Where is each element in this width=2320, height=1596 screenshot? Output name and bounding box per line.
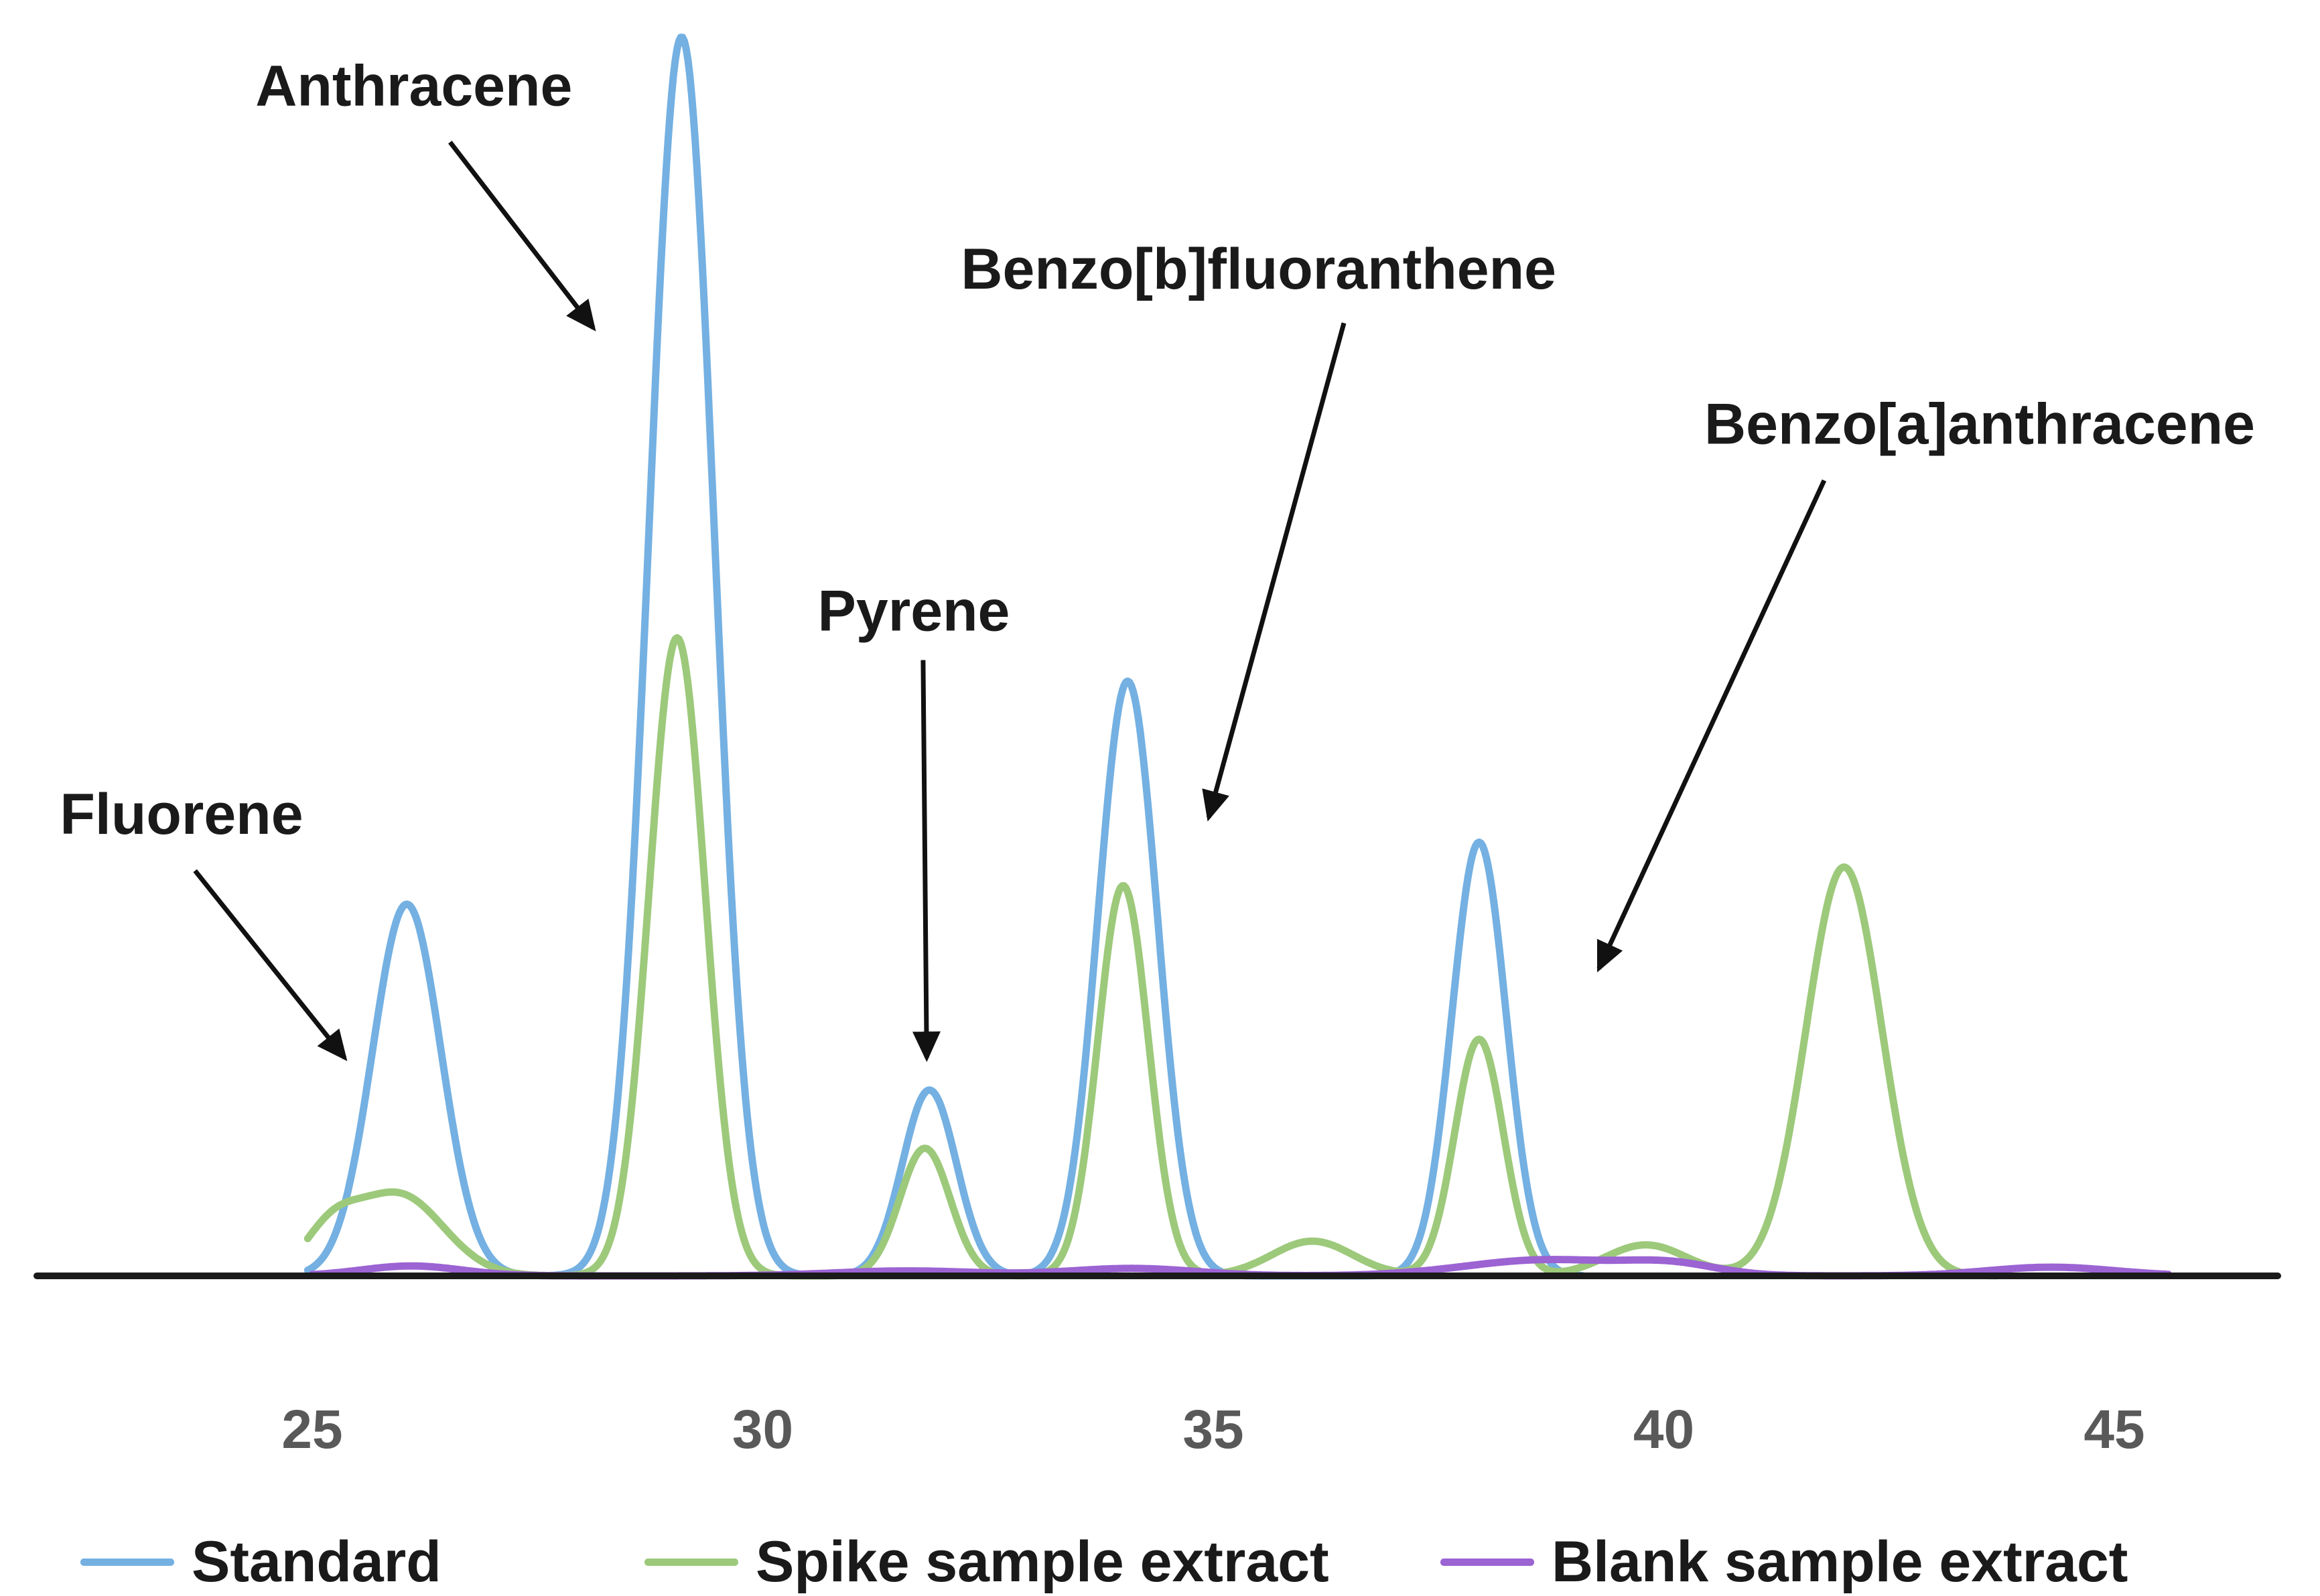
annotation-arrow-benzo-a-anthracene [1596, 479, 1827, 972]
axis-layer: 25 30 35 40 45 [33, 1273, 2281, 1460]
annotation-label-anthracene: Anthracene [255, 54, 572, 118]
annotation-label-pyrene: Pyrene [818, 579, 1010, 644]
annotation-label-benzo-a-anthracene: Benzo[a]anthracene [1704, 392, 2255, 456]
series-line-spike-sample-extract [303, 634, 2000, 1280]
x-tick-label-25: 25 [281, 1399, 342, 1460]
annotation-arrow-fluorene [193, 869, 348, 1062]
legend-item-standard: Standard [80, 1515, 441, 1596]
annotation-arrow-pyrene [912, 660, 941, 1062]
x-tick-label-40: 40 [1633, 1399, 1694, 1460]
legend: Standard Spike sample extract Blank samp… [0, 1515, 2320, 1596]
legend-swatch-spike-sample-extract [644, 1558, 738, 1566]
legend-item-spike-sample-extract: Spike sample extract [644, 1515, 1329, 1596]
series-line-standard [303, 33, 1586, 1280]
x-tick-label-30: 30 [732, 1399, 793, 1460]
annotation-label-fluorene: Fluorene [60, 782, 303, 847]
legend-swatch-blank-sample-extract [1440, 1558, 1534, 1566]
legend-label-blank-sample-extract: Blank sample extract [1552, 1529, 2128, 1594]
legend-label-spike-sample-extract: Spike sample extract [756, 1529, 1329, 1594]
x-tick-label-45: 45 [2084, 1399, 2144, 1460]
x-tick-label-35: 35 [1182, 1399, 1243, 1460]
annotation-layer: Anthracene Benzo[b]fluoranthene Benzo[a]an… [60, 54, 2255, 1062]
series-curves-layer [303, 33, 2173, 1280]
legend-label-standard: Standard [192, 1529, 441, 1594]
annotation-arrow-benzo-b-fluoranthene [1202, 322, 1347, 822]
annotation-arrow-anthracene [448, 141, 596, 332]
legend-swatch-standard [80, 1558, 174, 1566]
annotation-label-benzo-b-fluoranthene: Benzo[b]fluoranthene [961, 237, 1556, 301]
legend-item-blank-sample-extract: Blank sample extract [1440, 1515, 2128, 1596]
